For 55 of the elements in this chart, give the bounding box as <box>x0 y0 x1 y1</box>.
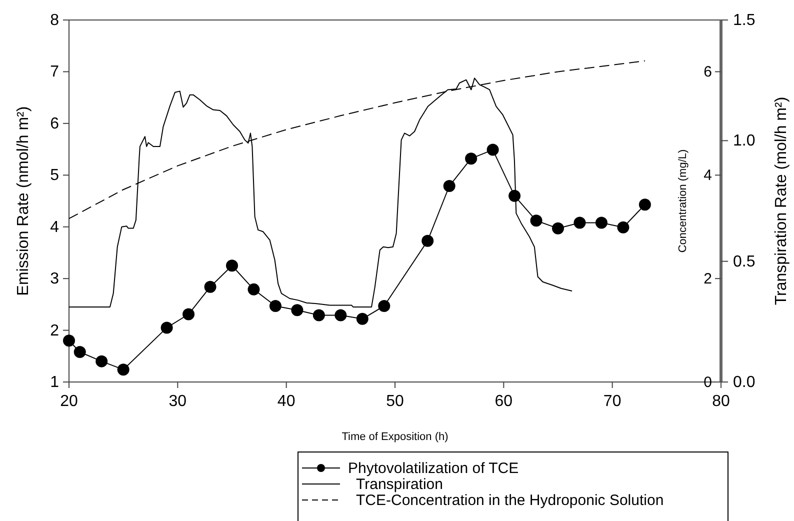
x-tick-label: 60 <box>494 393 513 410</box>
y-tick-label: 5 <box>50 167 60 184</box>
point <box>486 144 499 156</box>
point <box>508 190 521 202</box>
point <box>638 198 651 211</box>
point <box>182 308 195 320</box>
point <box>74 346 86 358</box>
point <box>269 300 282 312</box>
point <box>96 355 108 368</box>
point <box>117 364 130 376</box>
legend-label: Transpiration <box>356 476 443 493</box>
point <box>160 322 173 334</box>
y-tick-label: 1 <box>50 374 60 391</box>
point <box>552 222 564 234</box>
point <box>422 234 434 247</box>
legend-label: Phytovolatilization of TCE <box>348 460 519 477</box>
point <box>226 260 238 272</box>
point <box>334 309 347 322</box>
y3-tick-label: 2 <box>704 270 712 288</box>
y-tick-label: 3 <box>50 270 60 288</box>
point <box>312 309 325 322</box>
y-axis-title: Emission Rate (nmol/h m²) <box>15 106 32 296</box>
x-axis-title: Time of Exposition (h) <box>342 431 448 443</box>
y2-tick-label: 0.5 <box>733 253 756 270</box>
y3-tick-label: 6 <box>704 64 712 81</box>
point <box>291 304 304 316</box>
x-tick-label: 80 <box>712 393 730 410</box>
point <box>574 216 586 229</box>
y-tick-label: 4 <box>50 218 60 236</box>
y2-tick-label: 1.5 <box>733 12 756 29</box>
y3-tick-label: 4 <box>704 167 712 184</box>
point <box>443 180 456 192</box>
point <box>465 152 478 165</box>
y-tick-label: 8 <box>50 12 60 29</box>
point <box>248 283 260 296</box>
y2-tick-label: 1.0 <box>733 132 756 150</box>
point <box>356 312 368 325</box>
x-tick-label: 50 <box>386 393 404 410</box>
point <box>530 214 542 227</box>
y-tick-label: 6 <box>50 115 60 132</box>
y-tick-label: 2 <box>50 322 60 340</box>
x-tick-label: 30 <box>168 393 187 410</box>
legend-label: TCE-Concentration in the Hydroponic Solution <box>356 492 664 509</box>
x-tick-label: 70 <box>603 393 622 410</box>
y3-axis-title: Concentration (mg/L) <box>677 149 689 253</box>
point <box>617 221 630 234</box>
x-tick-label: 40 <box>277 393 296 410</box>
y-tick-label: 7 <box>50 64 60 81</box>
point <box>204 280 216 293</box>
y2-axis-title: Transpiration Rate (mol/h m²) <box>773 96 790 306</box>
y2-tick-label: 0.0 <box>733 374 756 391</box>
x-tick-label: 20 <box>60 393 78 410</box>
point <box>595 216 608 229</box>
point <box>378 300 390 312</box>
point <box>63 334 75 347</box>
